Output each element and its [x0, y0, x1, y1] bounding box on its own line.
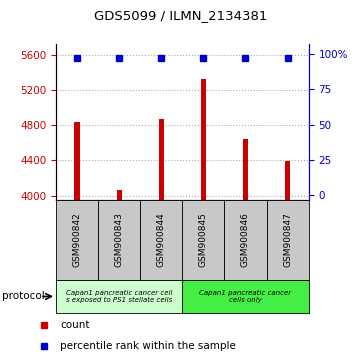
Text: count: count — [60, 320, 90, 330]
Bar — [266, 200, 309, 280]
Bar — [159, 119, 164, 200]
Text: GSM900842: GSM900842 — [73, 212, 82, 267]
Text: protocol: protocol — [2, 291, 44, 302]
Text: GSM900845: GSM900845 — [199, 212, 208, 267]
Text: Capan1 pancreatic cancer
cells only: Capan1 pancreatic cancer cells only — [199, 290, 292, 303]
Bar — [225, 200, 266, 280]
Bar — [117, 190, 122, 200]
Bar — [182, 200, 225, 280]
Bar — [201, 79, 206, 200]
Bar — [74, 122, 79, 200]
Text: GSM900843: GSM900843 — [115, 212, 123, 267]
Text: Capan1 pancreatic cancer cell
s exposed to PS1 stellate cells: Capan1 pancreatic cancer cell s exposed … — [66, 290, 173, 303]
Text: GSM900844: GSM900844 — [157, 212, 166, 267]
Bar — [56, 280, 182, 313]
Text: GDS5099 / ILMN_2134381: GDS5099 / ILMN_2134381 — [94, 10, 267, 22]
Bar — [182, 280, 309, 313]
Text: GSM900847: GSM900847 — [283, 212, 292, 267]
Bar — [285, 161, 290, 200]
Text: percentile rank within the sample: percentile rank within the sample — [60, 341, 236, 351]
Bar — [98, 200, 140, 280]
Text: GSM900846: GSM900846 — [241, 212, 250, 267]
Bar — [56, 200, 98, 280]
Bar — [243, 139, 248, 200]
Bar — [140, 200, 182, 280]
